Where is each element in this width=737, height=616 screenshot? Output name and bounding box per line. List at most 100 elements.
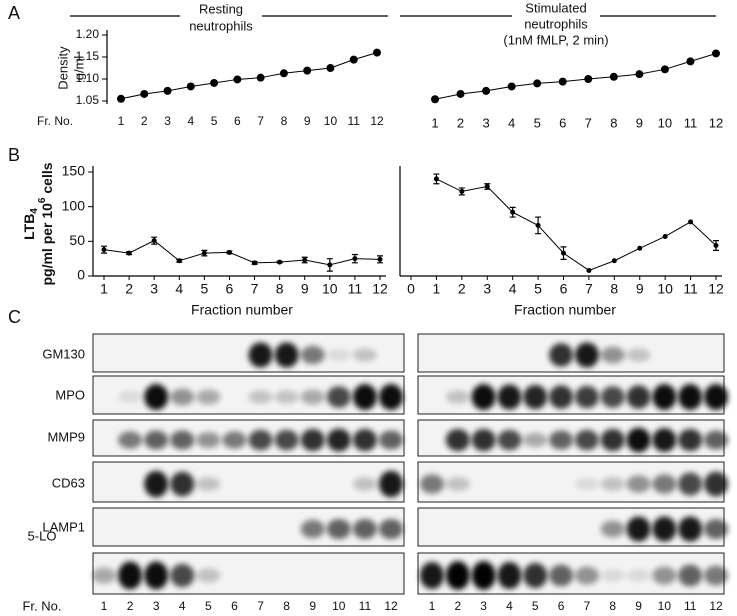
blot-band (523, 562, 548, 589)
x-tick-label: 8 (610, 115, 617, 130)
y-tick-label: 1.15 (76, 49, 100, 63)
x-tick-label: 5 (534, 115, 541, 130)
data-point (101, 247, 107, 253)
blot-band (170, 388, 195, 406)
blot-band (600, 386, 625, 408)
x-tick-label: 3 (483, 281, 491, 297)
y-label-part: 4 (29, 208, 40, 214)
lane-label: 4 (506, 599, 513, 613)
data-point (277, 259, 283, 265)
blot-band (574, 342, 599, 368)
x-tick-label: 6 (226, 281, 234, 297)
x-tick-label: 1 (118, 114, 125, 128)
blot-label: 5-LO (28, 528, 57, 543)
x-tick-label: 6 (234, 114, 241, 128)
blot-band (523, 432, 548, 448)
x-axis-label: Fr. No. (37, 114, 73, 128)
blot-label: CD63 (52, 475, 85, 490)
lane-label: 12 (384, 599, 398, 613)
blot-band (445, 390, 470, 404)
chart-title: neutrophils (189, 18, 253, 33)
data-point (584, 75, 593, 83)
chart-title: neutrophils (524, 16, 588, 31)
data-line (434, 53, 717, 100)
lane-label: 2 (127, 599, 134, 613)
blot-band (497, 561, 522, 590)
x-tick-label: 9 (301, 281, 309, 297)
data-point (302, 257, 308, 263)
blot-band (118, 391, 143, 403)
lane-label: 11 (684, 599, 697, 613)
x-tick-label: 4 (509, 281, 517, 297)
x-tick-label: 4 (187, 114, 194, 128)
blot-band (626, 475, 651, 493)
y-tick-label: 150 (62, 163, 86, 179)
x-tick-label: 2 (458, 281, 466, 297)
x-tick-label: 7 (585, 115, 592, 130)
x-tick-label: 12 (709, 115, 723, 130)
y-tick-label: 1.20 (76, 27, 100, 41)
blot-band (626, 427, 651, 453)
x-tick-label: 5 (200, 281, 208, 297)
blot-band (144, 470, 169, 498)
blot-band (352, 348, 377, 362)
data-point (140, 89, 149, 98)
blot-band (704, 384, 728, 410)
blot-band (352, 518, 377, 540)
blot-band (445, 561, 470, 590)
data-point (482, 86, 491, 95)
y-tick-label: 50 (69, 232, 85, 248)
x-tick-label: 12 (372, 281, 388, 297)
data-point (352, 256, 358, 262)
x-tick-label: 2 (125, 281, 133, 297)
data-line (120, 52, 378, 100)
x-tick-label: 1 (100, 281, 108, 297)
blot-frame (417, 507, 725, 547)
data-point (686, 57, 695, 66)
blot-band (574, 385, 599, 409)
blot-band (678, 564, 703, 587)
data-point (163, 86, 172, 95)
data-point (126, 250, 132, 256)
blot-band (678, 428, 703, 452)
blot-band (549, 430, 574, 450)
blot-band (600, 520, 625, 538)
data-point (561, 250, 566, 256)
blot-band (326, 518, 351, 540)
data-point (186, 82, 195, 91)
data-point (226, 249, 232, 255)
lane-label: 9 (309, 599, 316, 613)
blot-band (420, 474, 444, 494)
blot-band (144, 384, 169, 410)
panel-label: A (8, 3, 20, 23)
blot-frame (92, 507, 405, 547)
blot-label: LAMP1 (42, 519, 85, 534)
data-point (117, 94, 125, 103)
data-point (459, 188, 465, 194)
x-tick-label: 6 (559, 115, 566, 130)
data-point (713, 242, 719, 248)
panel-label: B (8, 145, 20, 165)
x-tick-label: 10 (657, 281, 673, 297)
blot-band (523, 384, 548, 410)
blot-band (652, 516, 677, 542)
data-point (201, 250, 207, 256)
blot-band (678, 384, 703, 410)
x-tick-label: 11 (348, 281, 363, 297)
y-label-part: cells (39, 162, 55, 197)
x-tick-label: 3 (150, 281, 158, 297)
data-point (484, 184, 490, 190)
data-point (252, 260, 258, 266)
data-point (431, 95, 439, 104)
x-tick-label: 10 (322, 281, 338, 297)
data-point (377, 256, 383, 262)
y-label-part: 6 (37, 197, 48, 203)
blot-band (600, 428, 625, 452)
blot-band (471, 561, 496, 590)
blot-band (222, 431, 247, 449)
x-tick-label: 12 (370, 114, 384, 128)
y-label-part: pg/ml per 10 (39, 203, 55, 286)
data-point (349, 55, 358, 64)
lane-label: 8 (609, 599, 616, 613)
blot-band (445, 476, 470, 492)
